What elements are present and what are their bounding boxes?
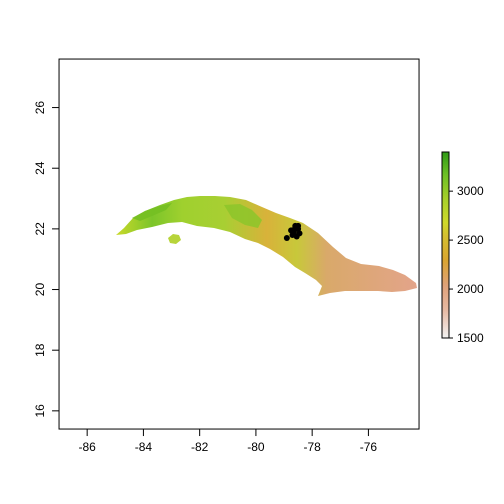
- y-tick-label: 20: [33, 283, 47, 297]
- legend-tick-label: 1500: [457, 331, 484, 345]
- legend-tick-label: 2500: [457, 233, 484, 247]
- cuba-raster-main: [116, 196, 417, 296]
- x-tick-label: -82: [191, 440, 209, 454]
- western-highlands: [132, 203, 172, 221]
- elevation-raster: [116, 196, 417, 296]
- y-tick-label: 26: [33, 101, 47, 115]
- y-tick-label: 16: [33, 404, 47, 418]
- occurrence-point: [293, 233, 300, 240]
- central-highlands: [224, 204, 262, 228]
- occurrence-point: [295, 222, 302, 229]
- color-legend: 1500 2000 2500 3000: [441, 151, 484, 345]
- legend-colorbar: [441, 151, 450, 339]
- plot-axes: -86 -84 -82 -80 -78 -76 16 18 20 22 24 26: [33, 58, 420, 454]
- plot-frame: [58, 58, 420, 430]
- x-tick-label: -86: [78, 440, 96, 454]
- legend-tick-label: 3000: [457, 184, 484, 198]
- x-tick-label: -76: [360, 440, 378, 454]
- occurrence-points: [283, 222, 303, 241]
- isla-de-la-juventud-raster: [168, 234, 181, 244]
- x-tick-label: -78: [303, 440, 321, 454]
- y-tick-label: 18: [33, 343, 47, 357]
- occurrence-point: [283, 234, 290, 241]
- x-tick-label: -80: [247, 440, 265, 454]
- occurrence-point: [290, 228, 297, 235]
- y-tick-label: 22: [33, 222, 47, 236]
- y-tick-label: 24: [33, 161, 47, 175]
- legend-tick-label: 2000: [457, 282, 484, 296]
- x-tick-label: -84: [135, 440, 153, 454]
